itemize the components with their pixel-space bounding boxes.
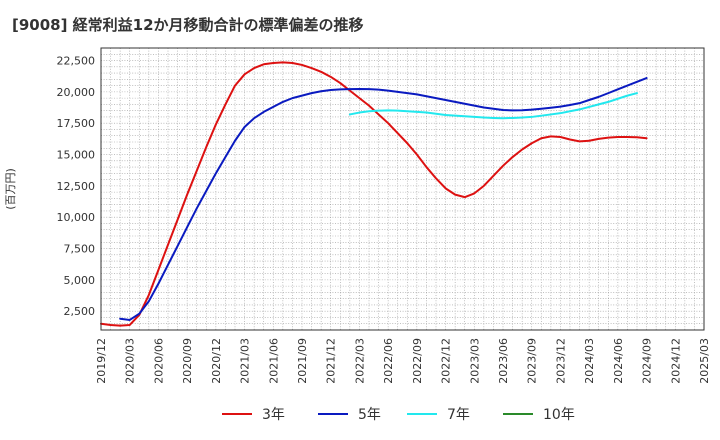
y-tick-label: 20,000 (57, 86, 96, 99)
y-tick-label: 17,500 (57, 117, 96, 130)
chart-title: [9008] 経常利益12か月移動合計の標準偏差の推移 (12, 16, 364, 34)
series-line-3 (348, 92, 638, 120)
y-tick-label: 5,000 (64, 274, 96, 287)
x-tick-label: 2021/09 (296, 338, 309, 384)
x-tick-label: 2022/06 (382, 338, 395, 384)
legend-label: 3年 (262, 407, 285, 423)
x-tick-label: 2021/03 (239, 338, 252, 384)
x-tick-label: 2020/06 (152, 338, 165, 384)
legend: 3年 5年 7年 10年 (222, 407, 575, 423)
x-tick-label: 2023/09 (526, 338, 539, 384)
x-tick-label: 2021/12 (325, 338, 338, 384)
x-tick-label: 2022/09 (411, 338, 424, 384)
y-tick-label: 12,500 (57, 180, 96, 193)
y-tick-label: 10,000 (57, 211, 96, 224)
x-tick-label: 2020/09 (181, 338, 194, 384)
series-line-2 (119, 77, 648, 321)
x-tick-label: 2023/12 (554, 338, 567, 384)
x-tick-label: 2024/12 (669, 338, 682, 384)
y-tick-label: 7,500 (64, 243, 96, 256)
x-axis-ticks: 2019/12 2020/03 2020/06 2020/09 2020/12 2021/… (95, 338, 711, 384)
legend-label: 7年 (447, 407, 470, 423)
x-tick-label: 2023/03 (468, 338, 481, 384)
x-tick-label: 2024/06 (612, 338, 625, 384)
x-tick-label: 2023/06 (497, 338, 510, 384)
y-axis-label: (百万円) (4, 168, 17, 210)
x-tick-label: 2019/12 (95, 338, 108, 384)
y-tick-label: 15,000 (57, 149, 96, 162)
legend-label: 5年 (358, 407, 381, 423)
y-tick-label: 2,500 (64, 305, 96, 318)
y-axis-ticks: 2,500 5,000 7,500 10,000 12,500 15,000 17,500 2… (57, 55, 96, 319)
x-tick-label: 2024/09 (641, 338, 654, 384)
x-tick-label: 2020/03 (124, 338, 137, 384)
x-tick-label: 2020/12 (210, 338, 223, 384)
x-tick-label: 2024/03 (583, 338, 596, 384)
x-tick-label: 2021/06 (267, 338, 280, 384)
legend-label: 10年 (543, 407, 575, 423)
x-tick-label: 2025/03 (698, 338, 711, 384)
x-tick-label: 2022/03 (353, 338, 366, 384)
series-lines (100, 61, 648, 327)
x-tick-label: 2022/12 (440, 338, 453, 384)
y-tick-label: 22,500 (57, 55, 96, 68)
plot-frame (100, 47, 705, 331)
